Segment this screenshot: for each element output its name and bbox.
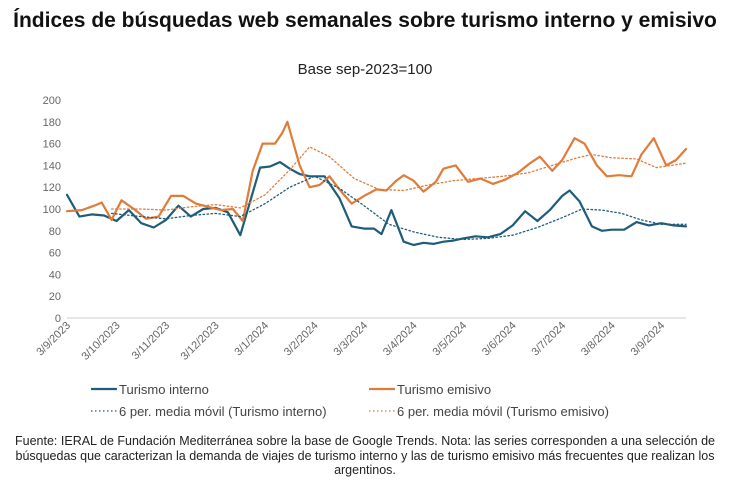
x-tick-label: 3/9/2024 bbox=[629, 320, 668, 359]
legend-label: 6 per. media móvil (Turismo emisivo) bbox=[397, 404, 609, 419]
legend: Turismo interno Turismo emisivo 6 per. med… bbox=[91, 382, 609, 419]
x-tick-label: 3/5/2024 bbox=[431, 320, 470, 359]
y-tick-label: 20 bbox=[49, 291, 61, 303]
line-chart: 0 20 40 60 80 100 120 140 160 180 200 3/9/2023 3/10… bbox=[34, 95, 688, 419]
y-tick-label: 140 bbox=[43, 160, 61, 172]
y-tick-label: 60 bbox=[49, 248, 61, 260]
x-tick-label: 3/7/2024 bbox=[530, 320, 569, 359]
x-tick-label: 3/3/2024 bbox=[331, 320, 370, 359]
x-tick-label: 3/9/2023 bbox=[34, 320, 73, 359]
x-tick-label: 3/6/2024 bbox=[480, 320, 519, 359]
x-tick-label: 3/4/2024 bbox=[381, 320, 420, 359]
y-tick-label: 0 bbox=[55, 313, 61, 325]
legend-label: 6 per. media móvil (Turismo interno) bbox=[119, 404, 327, 419]
y-tick-label: 40 bbox=[49, 269, 61, 281]
x-tick-label: 3/2/2024 bbox=[282, 320, 321, 359]
source-note: Fuente: IERAL de Fundación Mediterránea … bbox=[15, 434, 715, 477]
chart-title: Índices de búsquedas web semanales sobre… bbox=[13, 9, 717, 32]
y-tick-label: 100 bbox=[43, 204, 61, 216]
series-line-2 bbox=[65, 120, 688, 223]
series-group bbox=[65, 120, 688, 247]
x-tick-label: 3/1/2024 bbox=[232, 320, 271, 359]
y-tick-label: 180 bbox=[43, 117, 61, 129]
series-line-4 bbox=[110, 146, 687, 211]
legend-label: Turismo emisivo bbox=[397, 382, 491, 397]
chart-subtitle: Base sep-2023=100 bbox=[297, 61, 433, 78]
y-axis: 0 20 40 60 80 100 120 140 160 180 200 bbox=[43, 95, 61, 325]
x-tick-label: 3/12/2023 bbox=[179, 320, 222, 363]
x-tick-label: 3/10/2023 bbox=[80, 320, 123, 363]
y-tick-label: 160 bbox=[43, 139, 61, 151]
series-line-3 bbox=[110, 175, 687, 241]
x-tick-label: 3/8/2024 bbox=[579, 320, 618, 359]
x-axis: 3/9/2023 3/10/2023 3/11/2023 3/12/2023 3/1/2… bbox=[34, 317, 686, 363]
legend-label: Turismo interno bbox=[119, 382, 209, 397]
y-tick-label: 120 bbox=[43, 182, 61, 194]
y-tick-label: 200 bbox=[43, 95, 61, 107]
series-line-1 bbox=[65, 161, 688, 247]
y-tick-label: 80 bbox=[49, 226, 61, 238]
x-tick-label: 3/11/2023 bbox=[130, 320, 173, 363]
